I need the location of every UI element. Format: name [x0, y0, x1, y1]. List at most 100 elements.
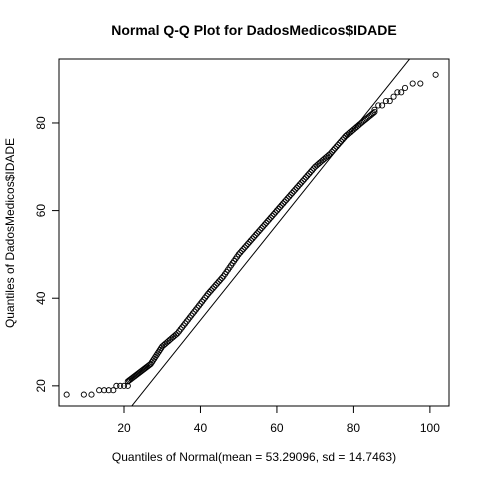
- data-point: [394, 89, 401, 96]
- data-point: [214, 280, 221, 287]
- data-point: [417, 80, 424, 87]
- data-point: [276, 204, 284, 211]
- data-point: [80, 391, 87, 398]
- data-points: [63, 71, 439, 398]
- data-point: [301, 175, 308, 183]
- x-tick-label: 40: [194, 421, 208, 435]
- data-point: [295, 183, 302, 190]
- data-point: [307, 168, 314, 176]
- data-point: [269, 212, 276, 219]
- data-point: [302, 174, 310, 181]
- data-point: [113, 382, 120, 389]
- data-point: [325, 151, 332, 158]
- data-point: [284, 195, 291, 202]
- data-point: [275, 205, 282, 212]
- data-point: [243, 242, 250, 249]
- data-point: [401, 84, 409, 91]
- data-point: [375, 102, 382, 109]
- data-point: [255, 228, 262, 235]
- y-tick-label: 20: [34, 379, 48, 393]
- data-point: [386, 98, 393, 105]
- data-point: [238, 247, 245, 254]
- data-point: [172, 331, 180, 338]
- data-point: [105, 387, 112, 394]
- data-point: [273, 207, 280, 214]
- data-point: [310, 165, 317, 172]
- data-point: [270, 211, 277, 218]
- data-point: [263, 219, 270, 226]
- data-point: [398, 89, 405, 96]
- data-point: [247, 237, 254, 244]
- data-point: [237, 249, 244, 256]
- data-point: [258, 225, 265, 232]
- x-axis: 20 40 60 80 100: [117, 406, 440, 435]
- y-axis: 20 40 60 80: [34, 116, 59, 393]
- data-point: [290, 188, 297, 195]
- data-point: [390, 93, 397, 100]
- chart-title: Normal Q-Q Plot for DadosMedicos$IDADE: [111, 22, 396, 38]
- data-point: [264, 218, 271, 225]
- data-point: [266, 216, 273, 223]
- data-point: [267, 214, 274, 221]
- y-tick-label: 40: [34, 291, 48, 305]
- data-point: [209, 285, 216, 292]
- data-point: [235, 251, 242, 258]
- data-point: [205, 290, 212, 297]
- data-point: [371, 108, 378, 116]
- data-point: [217, 276, 224, 283]
- data-point: [96, 387, 103, 394]
- data-point: [298, 179, 305, 186]
- data-point: [304, 172, 311, 179]
- reference-line: [131, 58, 410, 407]
- data-point: [246, 239, 253, 246]
- data-point: [371, 106, 378, 113]
- data-point: [280, 200, 287, 207]
- data-point: [208, 287, 215, 294]
- data-point: [278, 202, 285, 209]
- data-point: [289, 190, 296, 197]
- data-point: [409, 80, 416, 87]
- x-axis-label: Quantiles of Normal(mean = 53.29096, sd …: [112, 450, 396, 464]
- x-tick-label: 20: [117, 421, 131, 435]
- data-point: [218, 275, 225, 282]
- data-point: [215, 278, 222, 285]
- data-point: [63, 391, 70, 398]
- data-point: [309, 167, 316, 174]
- data-point: [272, 209, 279, 216]
- data-point: [382, 98, 389, 105]
- data-point: [281, 198, 288, 205]
- data-point: [283, 197, 290, 204]
- data-point: [286, 193, 293, 200]
- x-tick-label: 60: [270, 421, 284, 435]
- data-point: [299, 177, 306, 184]
- data-point: [370, 110, 377, 117]
- data-point: [212, 282, 219, 289]
- data-point: [120, 382, 128, 389]
- data-point: [117, 382, 124, 389]
- data-point: [287, 191, 294, 198]
- data-point: [249, 235, 256, 242]
- x-tick-label: 100: [420, 421, 440, 435]
- plot-frame: [58, 58, 450, 407]
- data-point: [260, 223, 267, 230]
- data-point: [244, 240, 251, 247]
- data-point: [379, 102, 386, 109]
- y-axis-label: Quantiles of DadosMedicos$IDADE: [3, 138, 17, 328]
- data-point: [292, 186, 299, 193]
- data-point: [250, 233, 258, 240]
- data-point: [206, 289, 213, 296]
- data-point: [327, 150, 334, 157]
- x-tick-label: 80: [347, 421, 361, 435]
- data-point: [240, 246, 247, 253]
- data-point: [306, 170, 313, 177]
- data-point: [293, 184, 300, 191]
- data-point: [432, 71, 439, 78]
- data-point: [211, 283, 218, 290]
- y-tick-label: 60: [34, 204, 48, 218]
- data-point: [241, 244, 248, 251]
- data-point: [101, 387, 108, 394]
- data-point: [110, 387, 117, 394]
- data-point: [257, 226, 264, 233]
- y-tick-label: 80: [34, 116, 48, 130]
